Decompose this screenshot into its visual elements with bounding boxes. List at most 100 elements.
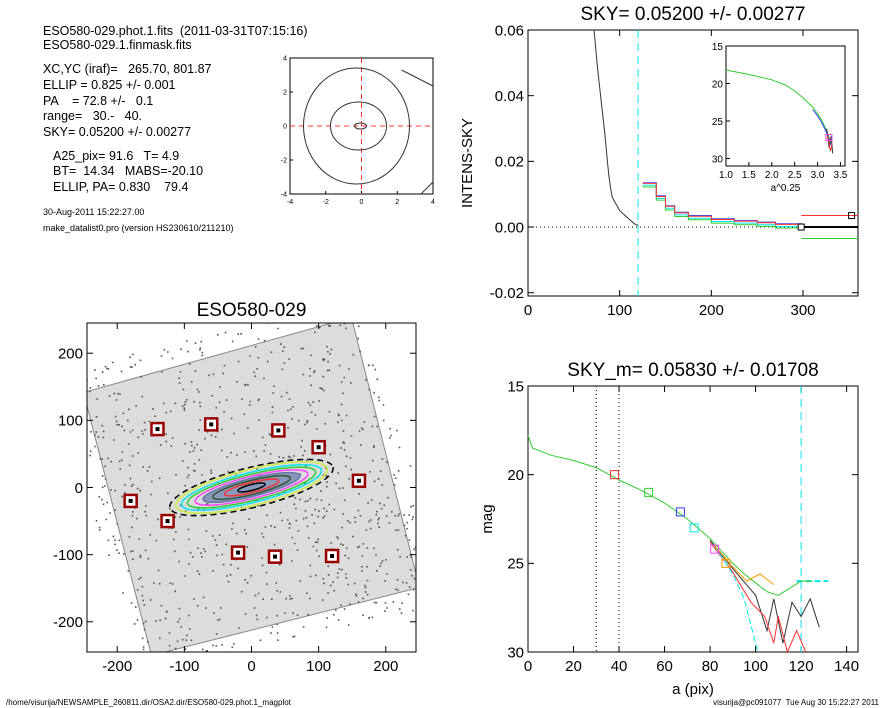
mag-xtick-label: 60 (656, 658, 673, 675)
sky-profile-line (593, 29, 639, 226)
masked-star-core (128, 498, 133, 503)
inset-xtick-label: 2.0 (765, 170, 779, 181)
mag-ytick-label: 15 (507, 378, 524, 395)
mag-ylabel: mag (479, 504, 496, 533)
image-ytick-label: -100 (53, 547, 83, 564)
contour-level-mid (330, 101, 387, 151)
inset-frame (725, 45, 846, 167)
mag-marker-magenta (710, 544, 720, 554)
sky-xtick-label: 300 (790, 302, 815, 319)
mag-xtick-label: 0 (524, 658, 532, 675)
info-maskname: ESO580-029.1.finmask.fits (43, 38, 192, 52)
masked-star-core (236, 550, 241, 555)
contour-xtick-label: -4 (287, 199, 293, 206)
image-xtick-label: 200 (373, 658, 398, 675)
image-ytick-label: 200 (58, 345, 83, 362)
mag-ytick-label: 25 (507, 556, 524, 573)
contour-ytick-label: 0 (283, 124, 287, 131)
image-ytick-label: -200 (53, 614, 83, 631)
info-filename: ESO580-029.phot.1.fits (2011-03-31T07:15… (43, 24, 308, 38)
galaxy-isophote (174, 461, 329, 514)
info-ellip: ELLIP = 0.825 +/- 0.001 (43, 78, 176, 92)
mag-xlabel: a (pix) (672, 681, 714, 698)
info-sky: SKY= 0.05200 +/- 0.00277 (43, 125, 192, 139)
inset-ytick-label: 20 (712, 80, 724, 91)
info-pa: PA = 72.8 +/- 0.1 (43, 94, 154, 108)
inset-xlabel: a^0.25 (771, 183, 801, 194)
sky-marker (797, 223, 805, 231)
sky-title: SKY= 0.05200 +/- 0.00277 (580, 4, 805, 25)
contour-xtick-label: 2 (395, 199, 399, 206)
masked-star-core (273, 554, 277, 559)
inset-xtick-label: 3.5 (833, 170, 847, 181)
mag-marker-green (644, 487, 654, 497)
galaxy-isophote (186, 466, 317, 509)
inset-xtick-label: 3.0 (811, 170, 825, 181)
sky-ylabel: INTENS-SKY (459, 118, 476, 208)
sky-step-red (642, 182, 802, 227)
mag-xtick-label: 140 (834, 658, 859, 675)
info-range: range= 30.- 40. (43, 109, 143, 123)
mag-marker-red (609, 470, 619, 480)
mag-profile-orange (714, 545, 775, 585)
mag-profile-green (527, 435, 813, 596)
galaxy-isophote (211, 474, 292, 501)
contour-level-inner (354, 122, 367, 130)
mag-xtick-label: 80 (702, 658, 719, 675)
image-xtick-label: 100 (306, 658, 331, 675)
mag-frame (527, 385, 859, 653)
sky-xtick-label: 0 (524, 302, 532, 319)
contour-xtick-label: -2 (323, 199, 329, 206)
contour-level-edge (420, 181, 434, 195)
info-bt: BT= 14.34 MABS=-20.10 (53, 164, 204, 178)
mag-marker-blue (675, 507, 685, 517)
galaxy-isophote (237, 482, 266, 493)
masked-star-core (276, 428, 281, 433)
contour-xtick-label: 0 (360, 199, 364, 206)
contour-ytick-label: 4 (283, 56, 287, 63)
inset-ytick-label: 30 (712, 155, 724, 166)
contour-ytick-label: -2 (281, 158, 287, 165)
mag-xtick-label: 40 (611, 658, 628, 675)
mag-ytick-label: 30 (507, 644, 524, 661)
masked-star-core (356, 478, 361, 483)
contour-ytick-label: 2 (283, 90, 287, 97)
sky-step-blue (642, 182, 802, 226)
galaxy-outer-ellipse (169, 458, 334, 517)
mag-profile-red (709, 541, 807, 654)
sky-ytick-label: 0.02 (495, 154, 524, 171)
galaxy-isophote (180, 464, 323, 511)
image-xtick-label: -100 (169, 658, 199, 675)
mag-profile-cyan (714, 545, 759, 653)
inset-xtick-label: 2.5 (788, 170, 802, 181)
sky-ytick-label: 0.00 (495, 219, 524, 236)
image-xtick-label: -200 (102, 658, 132, 675)
masked-star-core (165, 519, 170, 524)
sky-ytick-label: 0.04 (495, 88, 524, 105)
inset-ytick-label: 25 (712, 117, 724, 128)
inset-xtick-label: 1.0 (719, 170, 733, 181)
mag-marker-cyan (689, 523, 699, 533)
masked-star-core (316, 445, 321, 450)
galaxy-isophote (223, 478, 280, 497)
image-field (87, 323, 416, 652)
mag-title: SKY_m= 0.05830 +/- 0.01708 (567, 360, 818, 381)
inset-profile-line (725, 69, 832, 144)
sky-xtick-label: 100 (607, 302, 632, 319)
mag-xtick-label: 100 (743, 658, 768, 675)
footer-user: visurija@pc091077 Tue Aug 30 15:22:27 20… (713, 698, 879, 707)
masked-star-core (155, 427, 160, 432)
mag-xtick-label: 20 (565, 658, 582, 675)
info-a25: A25_pix= 91.6 T= 4.9 (53, 149, 180, 163)
galaxy-isophote (194, 469, 309, 506)
masked-star-core (330, 553, 335, 558)
sky-xtick-label: 200 (699, 302, 724, 319)
contour-ytick-label: -4 (281, 192, 287, 199)
info-center: XC,YC (iraf)= 265.70, 801.87 (43, 62, 212, 76)
mag-xtick-label: 120 (789, 658, 814, 675)
contour-level-edge (401, 69, 434, 87)
image-title: ESO580-029 (197, 300, 307, 321)
mag-marker-orange (721, 558, 731, 568)
masked-star-core (209, 422, 214, 427)
